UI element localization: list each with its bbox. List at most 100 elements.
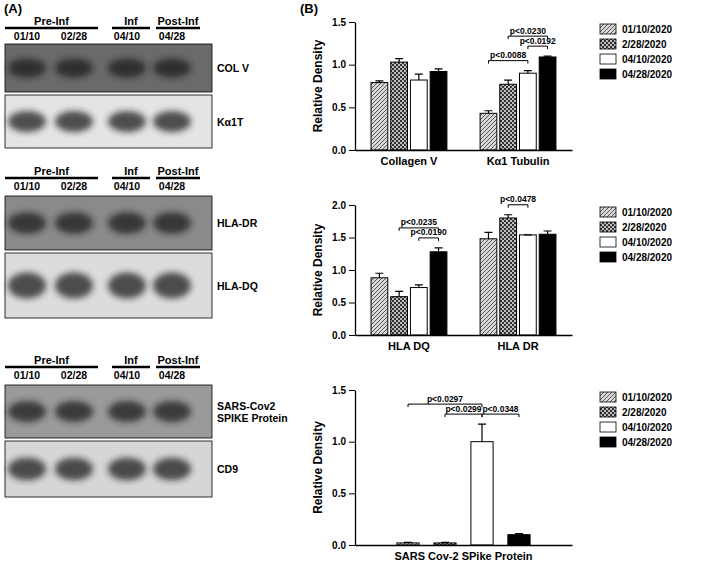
blot-band — [55, 273, 93, 299]
legend: 01/10/20202/28/202004/10/202004/28/2020 — [600, 207, 672, 263]
blot: Pre-InfInfPost-Inf01/1002/2804/1004/28HL… — [5, 165, 258, 318]
group-label: Pre-Inf — [34, 165, 69, 177]
legend-label: 04/10/2020 — [622, 422, 672, 433]
legend-label: 04/28/2020 — [622, 437, 672, 448]
y-tick-label: 2.0 — [332, 200, 346, 211]
x-tick: HLA DR — [497, 340, 538, 352]
row-label: SARS-Cov2 — [217, 400, 276, 412]
panel-a: Pre-Inf Inf Post-Inf 01/10 02/28 04/10 04/28 CO… — [5, 15, 288, 497]
significance-bracket — [508, 36, 547, 39]
bar — [391, 62, 408, 150]
legend-swatch — [600, 39, 616, 49]
y-axis-line — [355, 23, 356, 151]
blot-background — [5, 253, 212, 318]
blot-image — [5, 196, 212, 250]
x-axis-line — [356, 545, 573, 546]
group-label: Post-Inf — [158, 354, 199, 366]
group-label: Pre-Inf — [34, 15, 69, 27]
y-tick: 0.0 — [332, 540, 355, 551]
legend-swatch — [600, 437, 616, 447]
x-tick-label: SARS Cov-2 SPike Protein — [394, 550, 532, 562]
blot-band — [108, 458, 146, 480]
bar — [539, 57, 556, 150]
error-bar — [441, 542, 449, 544]
legend-swatch — [600, 207, 616, 217]
blot-band — [8, 58, 46, 77]
x-tick-label: HLA DQ — [388, 340, 430, 352]
legend: 01/10/20202/28/202004/10/202004/28/2020 — [600, 24, 672, 80]
x-tick-label: Kα1 Tubulin — [487, 155, 550, 167]
group-label: Inf — [124, 165, 138, 177]
y-tick-label: 1.5 — [332, 17, 346, 28]
y-tick: 0.0 — [332, 330, 355, 341]
error-bar — [415, 285, 423, 288]
row-label: CD9 — [217, 463, 238, 475]
lane-label: 02/28 — [61, 30, 87, 42]
x-tick-label: HLA DR — [497, 340, 538, 352]
blot-band — [8, 111, 46, 132]
annotation: p<0.0230 — [510, 26, 546, 36]
lane-label: 04/28 — [159, 30, 185, 42]
legend-label: 2/28/2020 — [622, 39, 667, 50]
error-bar — [415, 74, 423, 80]
error-bar — [544, 56, 552, 58]
group-bar — [5, 177, 98, 180]
blot-background — [5, 441, 212, 497]
blot-band — [8, 401, 46, 422]
y-tick-mark — [349, 303, 355, 304]
bar — [480, 239, 497, 335]
y-tick-mark — [349, 270, 355, 271]
group-label: Post-Inf — [158, 15, 199, 27]
y-axis-line — [355, 391, 356, 546]
bar — [480, 113, 497, 150]
error-bar — [478, 424, 486, 442]
error-bar — [524, 71, 532, 74]
lane-label: 01/10 — [14, 180, 40, 192]
blot-image — [5, 95, 212, 148]
y-tick-mark — [349, 390, 355, 391]
legend-swatch — [600, 407, 616, 417]
y-tick-label: 0.0 — [332, 145, 346, 156]
y-tick: 1.0 — [332, 59, 355, 70]
y-tick-mark — [349, 442, 355, 443]
plot-area — [371, 215, 556, 335]
group-bar — [112, 27, 150, 30]
blot-image — [5, 44, 212, 92]
annotation: p<0.0235 — [401, 217, 437, 227]
legend-label: 04/28/2020 — [622, 69, 672, 80]
annotation: p<0.0299 — [445, 404, 481, 414]
blot-band — [153, 212, 191, 234]
group-bar — [112, 366, 150, 369]
error-bar — [435, 69, 443, 72]
x-axis: Collagen VKα1 Tubulin — [356, 151, 573, 168]
y-tick-mark — [349, 335, 355, 336]
legend-swatch — [600, 69, 616, 79]
y-tick-label: 0.0 — [332, 330, 346, 341]
blot-image — [5, 441, 212, 497]
lane-label: 04/10 — [114, 30, 140, 42]
y-tick: 0.5 — [332, 102, 355, 113]
figure: (A)(B)Pre-InfInfPost-Inf01/1002/2804/100… — [0, 0, 709, 568]
legend-label: 01/10/2020 — [622, 392, 672, 403]
bar — [371, 278, 388, 335]
blot-band — [55, 401, 93, 422]
y-tick-mark — [349, 238, 355, 239]
blot: Pre-InfInfPost-Inf01/1002/2804/1004/28SA… — [5, 354, 288, 497]
group-bar — [5, 27, 98, 30]
bar — [430, 71, 447, 150]
blot-band — [108, 58, 146, 77]
x-axis: HLA DQ HLA DR — [356, 336, 573, 353]
legend-label: 04/10/2020 — [622, 237, 672, 248]
y-tick-mark — [349, 205, 355, 206]
row-label: HLA-DR — [217, 217, 258, 229]
legend-swatch — [600, 237, 616, 247]
significance-bracket — [419, 238, 439, 241]
y-tick: 1.5 — [332, 232, 355, 243]
significance-bracket — [528, 46, 548, 49]
bar — [500, 84, 517, 150]
row-label: COL V — [217, 62, 249, 74]
bar — [410, 80, 427, 150]
row-label: SPIKE Protein — [217, 412, 288, 424]
bar — [471, 442, 493, 545]
error-bar — [404, 542, 412, 544]
